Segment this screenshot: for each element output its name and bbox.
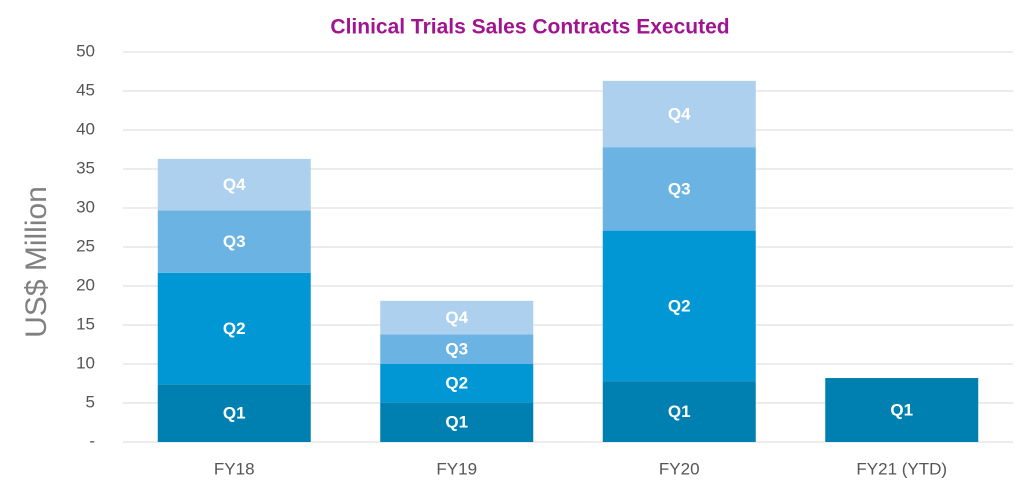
chart-title: Clinical Trials Sales Contracts Executed	[330, 16, 729, 39]
bar-segment	[825, 378, 979, 442]
segment-label: Q2	[223, 319, 246, 338]
x-tick-label: FY21 (YTD)	[856, 459, 947, 478]
y-tick-label: 30	[76, 197, 95, 216]
bar-segment	[602, 80, 756, 148]
segment-label: Q4	[668, 104, 691, 123]
y-tick-label: 45	[76, 80, 95, 99]
y-tick-label: 5	[86, 392, 95, 411]
x-tick-label: FY19	[436, 459, 477, 478]
bar-segment	[157, 210, 311, 273]
x-tick-label: FY20	[659, 459, 700, 478]
x-tick-label: FY18	[214, 459, 255, 478]
segment-label: Q4	[223, 175, 246, 194]
y-tick-label: -	[89, 431, 95, 450]
y-tick-label: 40	[76, 119, 95, 138]
segment-label: Q2	[445, 374, 468, 393]
y-tick-label: 35	[76, 158, 95, 177]
bar-segment	[157, 272, 311, 385]
y-tick-label: 50	[76, 41, 95, 60]
bar-segment	[602, 230, 756, 382]
bar-segment	[380, 402, 534, 442]
y-tick-label: 10	[76, 353, 95, 372]
segment-label: Q1	[223, 404, 246, 423]
y-tick-label: 15	[76, 314, 95, 333]
segment-label: Q3	[223, 232, 246, 251]
segment-label: Q4	[445, 308, 468, 327]
bar-segment	[602, 147, 756, 231]
bar-segment	[380, 334, 534, 364]
bar-segment	[602, 381, 756, 442]
y-tick-label: 25	[76, 236, 95, 255]
y-axis-label: US$ Million	[20, 186, 53, 338]
segment-label: Q1	[890, 401, 913, 420]
bar-segment	[157, 158, 311, 211]
y-tick-label: 20	[76, 275, 95, 294]
bar-segment	[157, 384, 311, 442]
bar-segment	[380, 300, 534, 335]
bar-segment	[380, 364, 534, 403]
segment-label: Q3	[445, 340, 468, 359]
segment-label: Q2	[668, 296, 691, 315]
segment-label: Q1	[668, 402, 691, 421]
segment-label: Q3	[668, 179, 691, 198]
segment-label: Q1	[445, 413, 468, 432]
